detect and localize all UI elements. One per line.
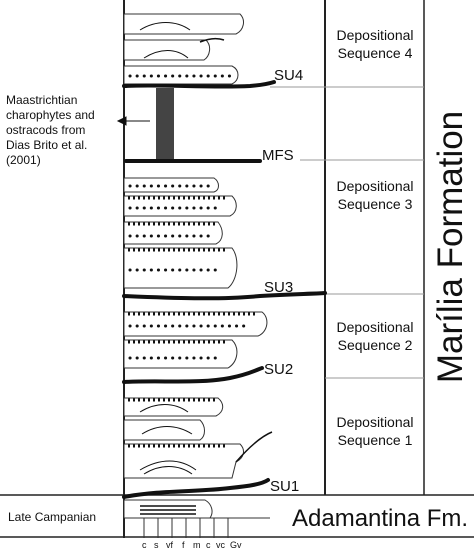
- seq3-line-2: Sequence 3: [338, 196, 413, 212]
- sequence-surfaces: [122, 80, 327, 499]
- sequence-labels: Depositional Sequence 4 Depositional Seq…: [336, 27, 413, 448]
- surface-labels: SU4 MFS SU3 SU2 SU1: [262, 67, 303, 495]
- lithology-beds: [123, 13, 268, 519]
- su1-label: SU1: [270, 478, 299, 495]
- seq4-line-2: Sequence 4: [338, 45, 413, 61]
- fossil-note: Maastrichtian charophytes and ostracods …: [6, 93, 95, 167]
- note-leader-arrow: [116, 116, 150, 126]
- grain-label-vc: vc: [216, 540, 226, 550]
- note-line-2: charophytes and: [6, 108, 95, 122]
- grain-label-vf: vf: [166, 540, 174, 550]
- su2-surface: [122, 366, 264, 384]
- grain-label-c: c: [142, 540, 147, 550]
- grain-label-f: f: [182, 540, 185, 550]
- grain-label-c2: c: [206, 540, 211, 550]
- seq1-line-1: Depositional: [336, 414, 413, 430]
- su2-label: SU2: [264, 361, 293, 378]
- note-line-3: ostracods from: [6, 123, 85, 137]
- grain-label-gv: Gv: [230, 540, 242, 550]
- bed-flourishes: [199, 37, 273, 463]
- note-line-5: (2001): [6, 153, 41, 167]
- adamantina-label: Adamantina Fm.: [292, 505, 468, 532]
- late-campanian-label: Late Campanian: [8, 510, 96, 524]
- grain-size-labels: c s vf f m c vc Gv: [142, 540, 242, 550]
- mfs-label: MFS: [262, 147, 294, 164]
- bed-patterns: [128, 22, 258, 515]
- su3-label: SU3: [264, 279, 293, 296]
- su3-surface: [122, 291, 327, 301]
- seq4-line-1: Depositional: [336, 27, 413, 43]
- su4-label: SU4: [274, 67, 303, 84]
- seq2-line-2: Sequence 2: [338, 337, 413, 353]
- grain-label-s: s: [154, 540, 159, 550]
- grain-label-m: m: [193, 540, 201, 550]
- su1-surface: [122, 478, 270, 499]
- note-line-4: Dias Brito et al.: [6, 138, 87, 152]
- fossil-interval-bar: [156, 88, 174, 160]
- seq3-line-1: Depositional: [336, 178, 413, 194]
- su4-surface: [122, 80, 276, 89]
- formation-label: Marília Formation: [431, 111, 470, 383]
- grain-size-scale: [124, 517, 270, 538]
- seq2-line-1: Depositional: [336, 319, 413, 335]
- note-line-1: Maastrichtian: [6, 93, 77, 107]
- seq1-line-2: Sequence 1: [338, 432, 413, 448]
